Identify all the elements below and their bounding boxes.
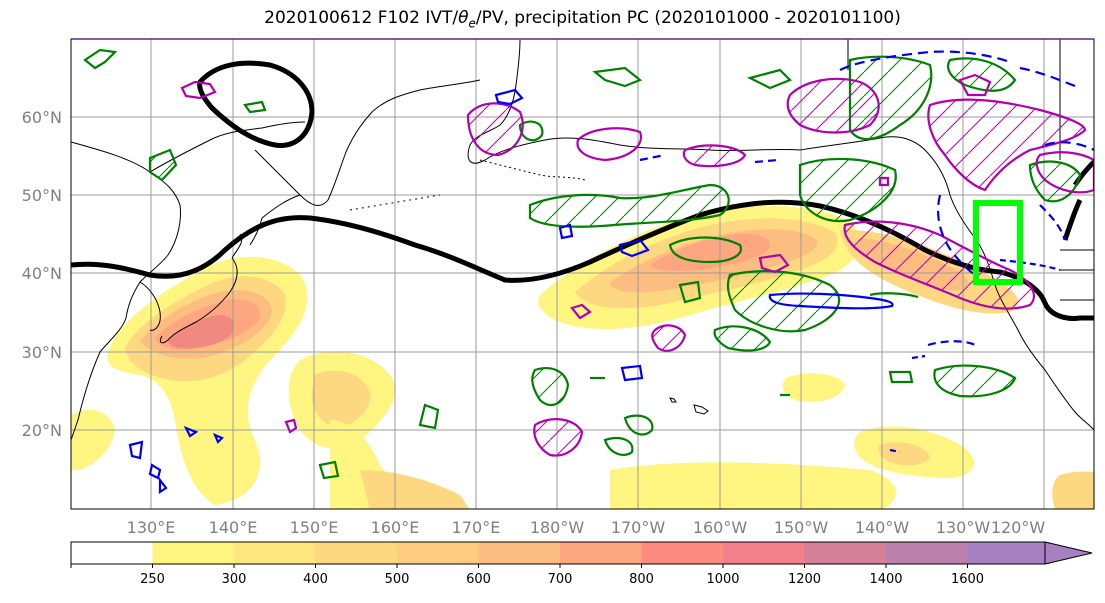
latitude-labels: 60°N 50°N 40°N 30°N 20°N <box>22 108 62 440</box>
lon-label-180w: 180°W <box>530 518 585 537</box>
colorbar-label: 1400 <box>869 572 902 587</box>
lat-label-30: 30°N <box>22 343 62 362</box>
lon-label-170e: 170°E <box>452 518 501 537</box>
colorbar-swatch <box>234 542 316 564</box>
lon-label-160e: 160°E <box>371 518 420 537</box>
lon-label-130w: 130°W <box>936 518 991 537</box>
lon-label-130e: 130°E <box>127 518 176 537</box>
colorbar-swatch <box>642 542 724 564</box>
lon-label-140e: 140°E <box>209 518 258 537</box>
colorbar: 250 300 400 500 600 700 800 1000 1200 1400 1600 <box>71 542 1092 587</box>
colorbar-label: 1200 <box>788 572 821 587</box>
lon-label-120w: 120°W <box>991 518 1046 537</box>
colorbar-label: 400 <box>303 572 328 587</box>
colorbar-swatch <box>968 542 1050 564</box>
colorbar-swatch <box>560 542 642 564</box>
lon-label-150w: 150°W <box>774 518 829 537</box>
lat-label-40: 40°N <box>22 264 62 283</box>
colorbar-swatch <box>71 542 153 564</box>
colorbar-label: 1000 <box>706 572 739 587</box>
lat-label-60: 60°N <box>22 108 62 127</box>
lon-label-140w: 140°W <box>855 518 910 537</box>
colorbar-label: 500 <box>385 572 410 587</box>
colorbar-swatch <box>723 542 805 564</box>
lat-label-50: 50°N <box>22 186 62 205</box>
colorbar-label: 250 <box>140 572 165 587</box>
colorbar-label: 800 <box>629 572 654 587</box>
map-panel <box>71 39 1094 510</box>
lon-label-170w: 170°W <box>611 518 666 537</box>
colorbar-swatch <box>886 542 968 564</box>
map-figure: 60°N 50°N 40°N 30°N 20°N 130°E 140°E 150… <box>0 0 1105 603</box>
lat-label-20: 20°N <box>22 421 62 440</box>
colorbar-label: 1600 <box>951 572 984 587</box>
colorbar-label: 700 <box>548 572 573 587</box>
lon-label-150e: 150°E <box>290 518 339 537</box>
colorbar-label: 600 <box>466 572 491 587</box>
longitude-labels: 130°E 140°E 150°E 160°E 170°E 180°W 170°… <box>127 518 1046 537</box>
colorbar-swatch <box>397 542 479 564</box>
colorbar-extend-arrow <box>1045 542 1092 564</box>
colorbar-label: 300 <box>222 572 247 587</box>
colorbar-swatch <box>153 542 235 564</box>
lon-label-160w: 160°W <box>693 518 748 537</box>
colorbar-swatch <box>805 542 887 564</box>
colorbar-swatch <box>316 542 398 564</box>
colorbar-swatch <box>479 542 561 564</box>
